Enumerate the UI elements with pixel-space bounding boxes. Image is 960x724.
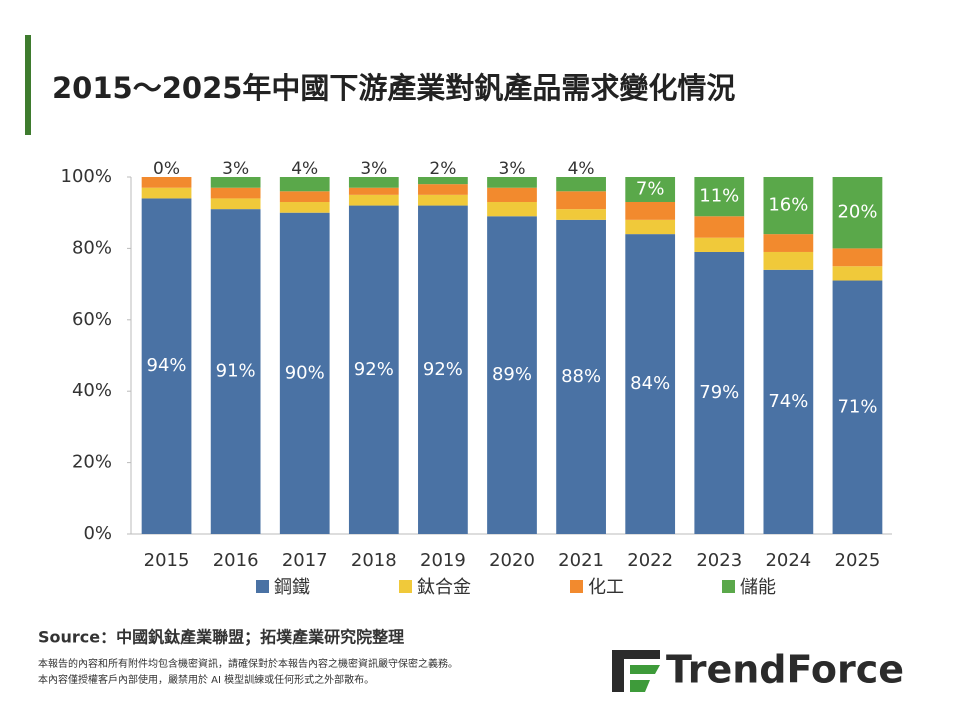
data-label: 20%: [837, 202, 877, 223]
x-tick-label: 2017: [282, 550, 328, 571]
data-label: 89%: [492, 364, 532, 385]
logo-icon: [612, 650, 660, 692]
bar-segment: [348, 205, 399, 534]
bar-segment: [487, 177, 537, 188]
source: Source：中國釩鈦產業聯盟；拓墣產業研究院整理: [38, 628, 404, 647]
data-label: 84%: [630, 373, 670, 394]
bar-segment: [763, 269, 814, 534]
bar-segment: [141, 177, 192, 188]
data-label: 92%: [354, 359, 394, 380]
legend-label: 化工: [588, 577, 624, 598]
bar-segment: [487, 187, 537, 202]
disclaimer: 本內容僅授權客戶內部使用，嚴禁用於 AI 模型訓練或任何形式之外部散布。: [38, 673, 374, 686]
y-tick-label: 80%: [72, 237, 112, 258]
bar-segment: [279, 212, 330, 534]
bar-segment: [625, 177, 676, 202]
bar-segment: [418, 184, 468, 195]
data-label: 91%: [216, 361, 256, 382]
y-tick-label: 60%: [72, 309, 112, 330]
bar-segment: [210, 177, 261, 188]
bar-segment: [694, 177, 745, 217]
bar-segment: [694, 216, 745, 238]
bar-segment: [418, 194, 468, 206]
bar-segment: [763, 177, 814, 235]
bar-segment: [418, 177, 468, 185]
data-label: 4%: [291, 159, 318, 179]
bar-segment: [210, 209, 261, 534]
bar-segment: [418, 205, 468, 534]
legend-label: 鋼鐵: [274, 577, 310, 598]
bar-segment: [141, 187, 192, 199]
data-label: 71%: [837, 396, 877, 417]
data-label: 16%: [768, 195, 808, 216]
x-tick-label: 2018: [351, 550, 397, 571]
data-label: 3%: [222, 159, 249, 179]
bar-segment: [279, 191, 330, 202]
y-tick-label: 100%: [61, 166, 112, 187]
data-label: 4%: [568, 159, 595, 179]
legend-label: 鈦合金: [417, 577, 471, 598]
x-tick-label: 2015: [144, 550, 190, 571]
data-label: 2%: [429, 159, 456, 179]
bar-segment: [210, 198, 261, 210]
bar-segment: [556, 219, 606, 534]
legend-swatch: [399, 580, 412, 593]
bar-segment: [625, 234, 676, 534]
x-tick-label: 2024: [765, 550, 811, 571]
bar-segment: [487, 201, 537, 217]
bar-segment: [694, 251, 745, 534]
bar-segment: [279, 201, 330, 213]
bar-segment: [348, 177, 399, 188]
bar-segment: [487, 216, 537, 534]
y-tick-label: 20%: [72, 452, 112, 473]
data-label: 3%: [499, 159, 526, 179]
bar-segment: [625, 201, 676, 220]
data-label: 3%: [360, 159, 387, 179]
disclaimer: 本報告的內容和所有附件均包含機密資訊，請確保對於本報告內容之機密資訊嚴守保密之義…: [38, 657, 458, 670]
legend-swatch: [256, 580, 269, 593]
data-label: 79%: [699, 382, 739, 403]
data-label: 7%: [636, 178, 665, 199]
logo-text: TrendForce: [666, 648, 904, 692]
bar-segment: [763, 234, 814, 252]
bar-segment: [210, 187, 261, 199]
bar-segment: [348, 187, 399, 195]
bar-segment: [763, 251, 814, 270]
bar-segment: [832, 280, 883, 534]
data-label: 92%: [423, 359, 463, 380]
bar-segment: [832, 177, 883, 249]
x-tick-label: 2023: [696, 550, 742, 571]
legend-swatch: [570, 580, 583, 593]
bar-segment: [832, 248, 883, 267]
x-tick-label: 2022: [627, 550, 673, 571]
legend-swatch: [722, 580, 735, 593]
legend-label: 儲能: [740, 577, 776, 598]
data-label: 0%: [153, 159, 180, 179]
data-label: 74%: [768, 391, 808, 412]
x-tick-label: 2021: [558, 550, 604, 571]
x-tick-label: 2020: [489, 550, 535, 571]
x-tick-label: 2019: [420, 550, 466, 571]
x-tick-label: 2025: [835, 550, 881, 571]
bar-segment: [556, 177, 606, 192]
bar-segment: [141, 198, 192, 535]
bar-segment: [625, 219, 676, 235]
y-tick-label: 0%: [83, 523, 112, 544]
bar-segment: [556, 209, 606, 220]
bar-segment: [556, 191, 606, 210]
y-tick-label: 40%: [72, 380, 112, 401]
data-label: 94%: [147, 355, 187, 376]
bar-segment: [694, 237, 745, 252]
data-label: 11%: [699, 186, 739, 207]
chart-title: 2015～2025年中國下游產業對釩產品需求變化情況: [52, 71, 735, 105]
bar-segment: [832, 266, 883, 281]
data-label: 88%: [561, 366, 601, 387]
x-tick-label: 2016: [213, 550, 259, 571]
bar-segment: [348, 194, 399, 206]
bar-segment: [279, 177, 330, 192]
data-label: 90%: [285, 362, 325, 383]
title-accent: [25, 35, 31, 135]
